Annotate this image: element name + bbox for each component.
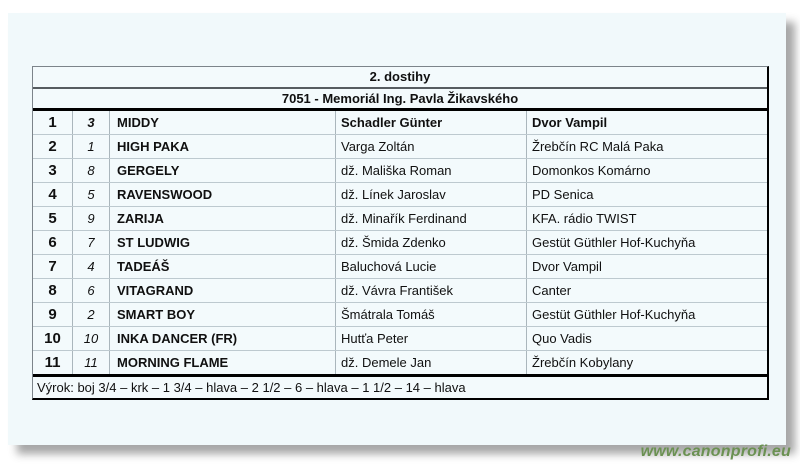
owner-cell: Dvor Vampil [532, 259, 602, 274]
rank-cell: 8 [33, 279, 73, 302]
document-page: 2. dostihy 7051 - Memoriál Ing. Pavla Ži… [8, 13, 786, 445]
horse-cell: TADEÁŠ [110, 255, 336, 278]
owner-cell: Quo Vadis [532, 331, 592, 346]
start-no-cell: 3 [73, 111, 110, 134]
start-no-cell: 9 [73, 207, 110, 230]
rank-cell: 5 [33, 207, 73, 230]
rank-cell: 7 [33, 255, 73, 278]
start-no-cell: 1 [73, 135, 110, 158]
start-no-cell: 11 [73, 351, 110, 374]
start-no-cell: 10 [73, 327, 110, 350]
start-no-cell: 7 [73, 231, 110, 254]
rank-cell: 1 [33, 111, 73, 134]
jockey-cell: dž. Vávra František [336, 279, 527, 302]
owner-cell: Domonkos Komárno [532, 163, 651, 178]
jockey-cell: Hutťa Peter [336, 327, 527, 350]
start-no-cell: 2 [73, 303, 110, 326]
owner-cell: Žrebčín Kobylany [532, 355, 634, 370]
horse-cell: ZARIJA [110, 207, 336, 230]
result-row: 2 1 HIGH PAKA Varga Zoltán Žrebčín RC Ma… [33, 135, 767, 159]
start-no-cell: 6 [73, 279, 110, 302]
jockey-cell: dž. Demele Jan [336, 351, 527, 374]
result-row: 4 5 RAVENSWOOD dž. Línek Jaroslav PD Sen… [33, 183, 767, 207]
horse-cell: HIGH PAKA [110, 135, 336, 158]
owner-cell: KFA. rádio TWIST [532, 211, 637, 226]
jockey-cell: Baluchová Lucie [336, 255, 527, 278]
result-row: 3 8 GERGELY dž. Mališka Roman Domonkos K… [33, 159, 767, 183]
result-row: 5 9 ZARIJA dž. Minařík Ferdinand KFA. rá… [33, 207, 767, 231]
rank-cell: 9 [33, 303, 73, 326]
horse-cell: RAVENSWOOD [110, 183, 336, 206]
horse-cell: MORNING FLAME [110, 351, 336, 374]
horse-cell: ST LUDWIG [110, 231, 336, 254]
owner-cell: Gestüt Güthler Hof-Kuchyňa [532, 235, 696, 250]
horse-cell: VITAGRAND [110, 279, 336, 302]
jockey-cell: dž. Minařík Ferdinand [336, 207, 527, 230]
jockey-cell: Varga Zoltán [336, 135, 527, 158]
start-no-cell: 4 [73, 255, 110, 278]
result-row: 8 6 VITAGRAND dž. Vávra František Canter [33, 279, 767, 303]
rank-cell: 2 [33, 135, 73, 158]
horse-cell: SMART BOY [110, 303, 336, 326]
jockey-cell: dž. Línek Jaroslav [336, 183, 527, 206]
result-row: 7 4 TADEÁŠ Baluchová Lucie Dvor Vampil [33, 255, 767, 279]
jockey-cell: Schadler Günter [336, 111, 527, 134]
owner-cell: Žrebčín RC Malá Paka [532, 139, 664, 154]
start-no-cell: 8 [73, 159, 110, 182]
horse-cell: MIDDY [110, 111, 336, 134]
rank-cell: 11 [33, 351, 73, 374]
results-body: 1 3 MIDDY Schadler Günter Dvor Vampil 2 … [33, 111, 767, 377]
owner-cell: PD Senica [532, 187, 594, 202]
verdict-row: Výrok: boj 3/4 – krk – 1 3/4 – hlava – 2… [37, 380, 466, 395]
result-row: 1 3 MIDDY Schadler Günter Dvor Vampil [33, 111, 767, 135]
owner-cell: Gestüt Güthler Hof-Kuchyňa [532, 307, 696, 322]
race-number-header: 2. dostihy [33, 67, 767, 89]
jockey-cell: dž. Mališka Roman [336, 159, 527, 182]
rank-cell: 10 [33, 327, 73, 350]
owner-cell: Canter [532, 283, 572, 298]
result-row: 6 7 ST LUDWIG dž. Šmida Zdenko Gestüt Gü… [33, 231, 767, 255]
horse-cell: GERGELY [110, 159, 336, 182]
result-row: 10 10 INKA DANCER (FR) Hutťa Peter Quo V… [33, 327, 767, 351]
jockey-cell: dž. Šmida Zdenko [336, 231, 527, 254]
result-row: 9 2 SMART BOY Šmátrala Tomáš Gestüt Güth… [33, 303, 767, 327]
rank-cell: 3 [33, 159, 73, 182]
start-no-cell: 5 [73, 183, 110, 206]
jockey-cell: Šmátrala Tomáš [336, 303, 527, 326]
rank-cell: 4 [33, 183, 73, 206]
owner-cell: Dvor Vampil [532, 115, 608, 130]
watermark-text: www.canonprofi.eu [640, 443, 791, 460]
race-title-header: 7051 - Memoriál Ing. Pavla Žikavského [33, 89, 767, 111]
result-row: 11 11 MORNING FLAME dž. Demele Jan Žrebč… [33, 351, 767, 374]
rank-cell: 6 [33, 231, 73, 254]
horse-cell: INKA DANCER (FR) [110, 327, 336, 350]
race-results-table: 2. dostihy 7051 - Memoriál Ing. Pavla Ži… [32, 66, 769, 400]
